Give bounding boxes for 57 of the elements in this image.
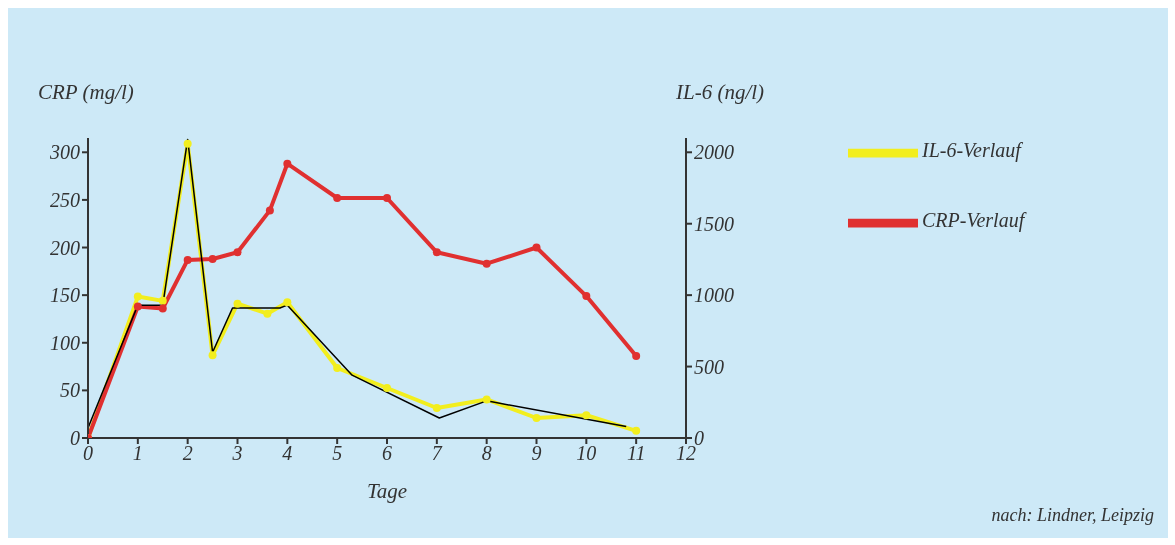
point: [158, 304, 167, 313]
x-axis-title: Tage: [366, 479, 408, 503]
x-tick-label: 10: [576, 442, 597, 465]
x-tick-label: 2: [182, 442, 193, 465]
y-tick-label: 200: [50, 236, 80, 259]
point: [432, 404, 441, 412]
y-tick-label: 0: [70, 427, 80, 450]
point: [632, 426, 641, 435]
x-tick-label: 8: [481, 442, 492, 465]
x-tick-label: 9: [531, 442, 542, 465]
legend-label: CRP-Verlauf: [922, 208, 1025, 231]
point: [183, 139, 192, 148]
x-tick-label: 7: [431, 442, 443, 465]
x-tick-label: 6: [382, 442, 392, 465]
y2-tick-label: 1000: [694, 284, 734, 307]
x-tick-label: 12: [676, 442, 696, 465]
point: [482, 395, 491, 404]
point: [482, 259, 491, 268]
y2-axis-title: IL-6 (ng/l): [676, 80, 765, 105]
x-tick-label: 5: [332, 442, 343, 465]
legend-label: IL-6-Verlauf: [922, 138, 1021, 161]
point: [532, 414, 541, 422]
point: [208, 351, 217, 360]
y-axis-title: CRP (mg/l): [38, 80, 134, 105]
point: [383, 384, 391, 392]
point: [582, 292, 591, 301]
y2-tick-label: 1500: [694, 212, 734, 235]
y2-tick-label: 500: [694, 355, 724, 378]
point: [208, 254, 217, 263]
point: [283, 298, 292, 307]
point: [158, 296, 167, 305]
point: [233, 248, 242, 257]
point: [283, 159, 292, 168]
y-tick-label: 50: [60, 379, 80, 402]
point: [233, 299, 242, 308]
y-tick-label: 250: [50, 189, 80, 211]
point: [532, 243, 541, 252]
point: [333, 364, 342, 372]
point: [632, 352, 641, 361]
text: nach: Lindner, Leipzig: [991, 505, 1154, 526]
y-tick-label: 300: [49, 141, 80, 164]
x-tick-label: 11: [626, 442, 646, 465]
y-tick-label: 100: [50, 331, 80, 354]
x-tick-label: 4: [282, 442, 293, 465]
y-tick-label: 150: [50, 284, 80, 307]
point: [333, 194, 342, 202]
point: [432, 248, 441, 257]
point: [183, 255, 192, 264]
x-tick-label: 3: [231, 442, 243, 465]
point: [263, 309, 272, 318]
point: [265, 206, 274, 215]
x-tick-label: 1: [132, 442, 143, 465]
point: [133, 302, 142, 311]
point: [133, 292, 142, 301]
point: [383, 194, 391, 202]
point: [582, 411, 591, 420]
y2-tick-label: 2000: [694, 141, 734, 164]
